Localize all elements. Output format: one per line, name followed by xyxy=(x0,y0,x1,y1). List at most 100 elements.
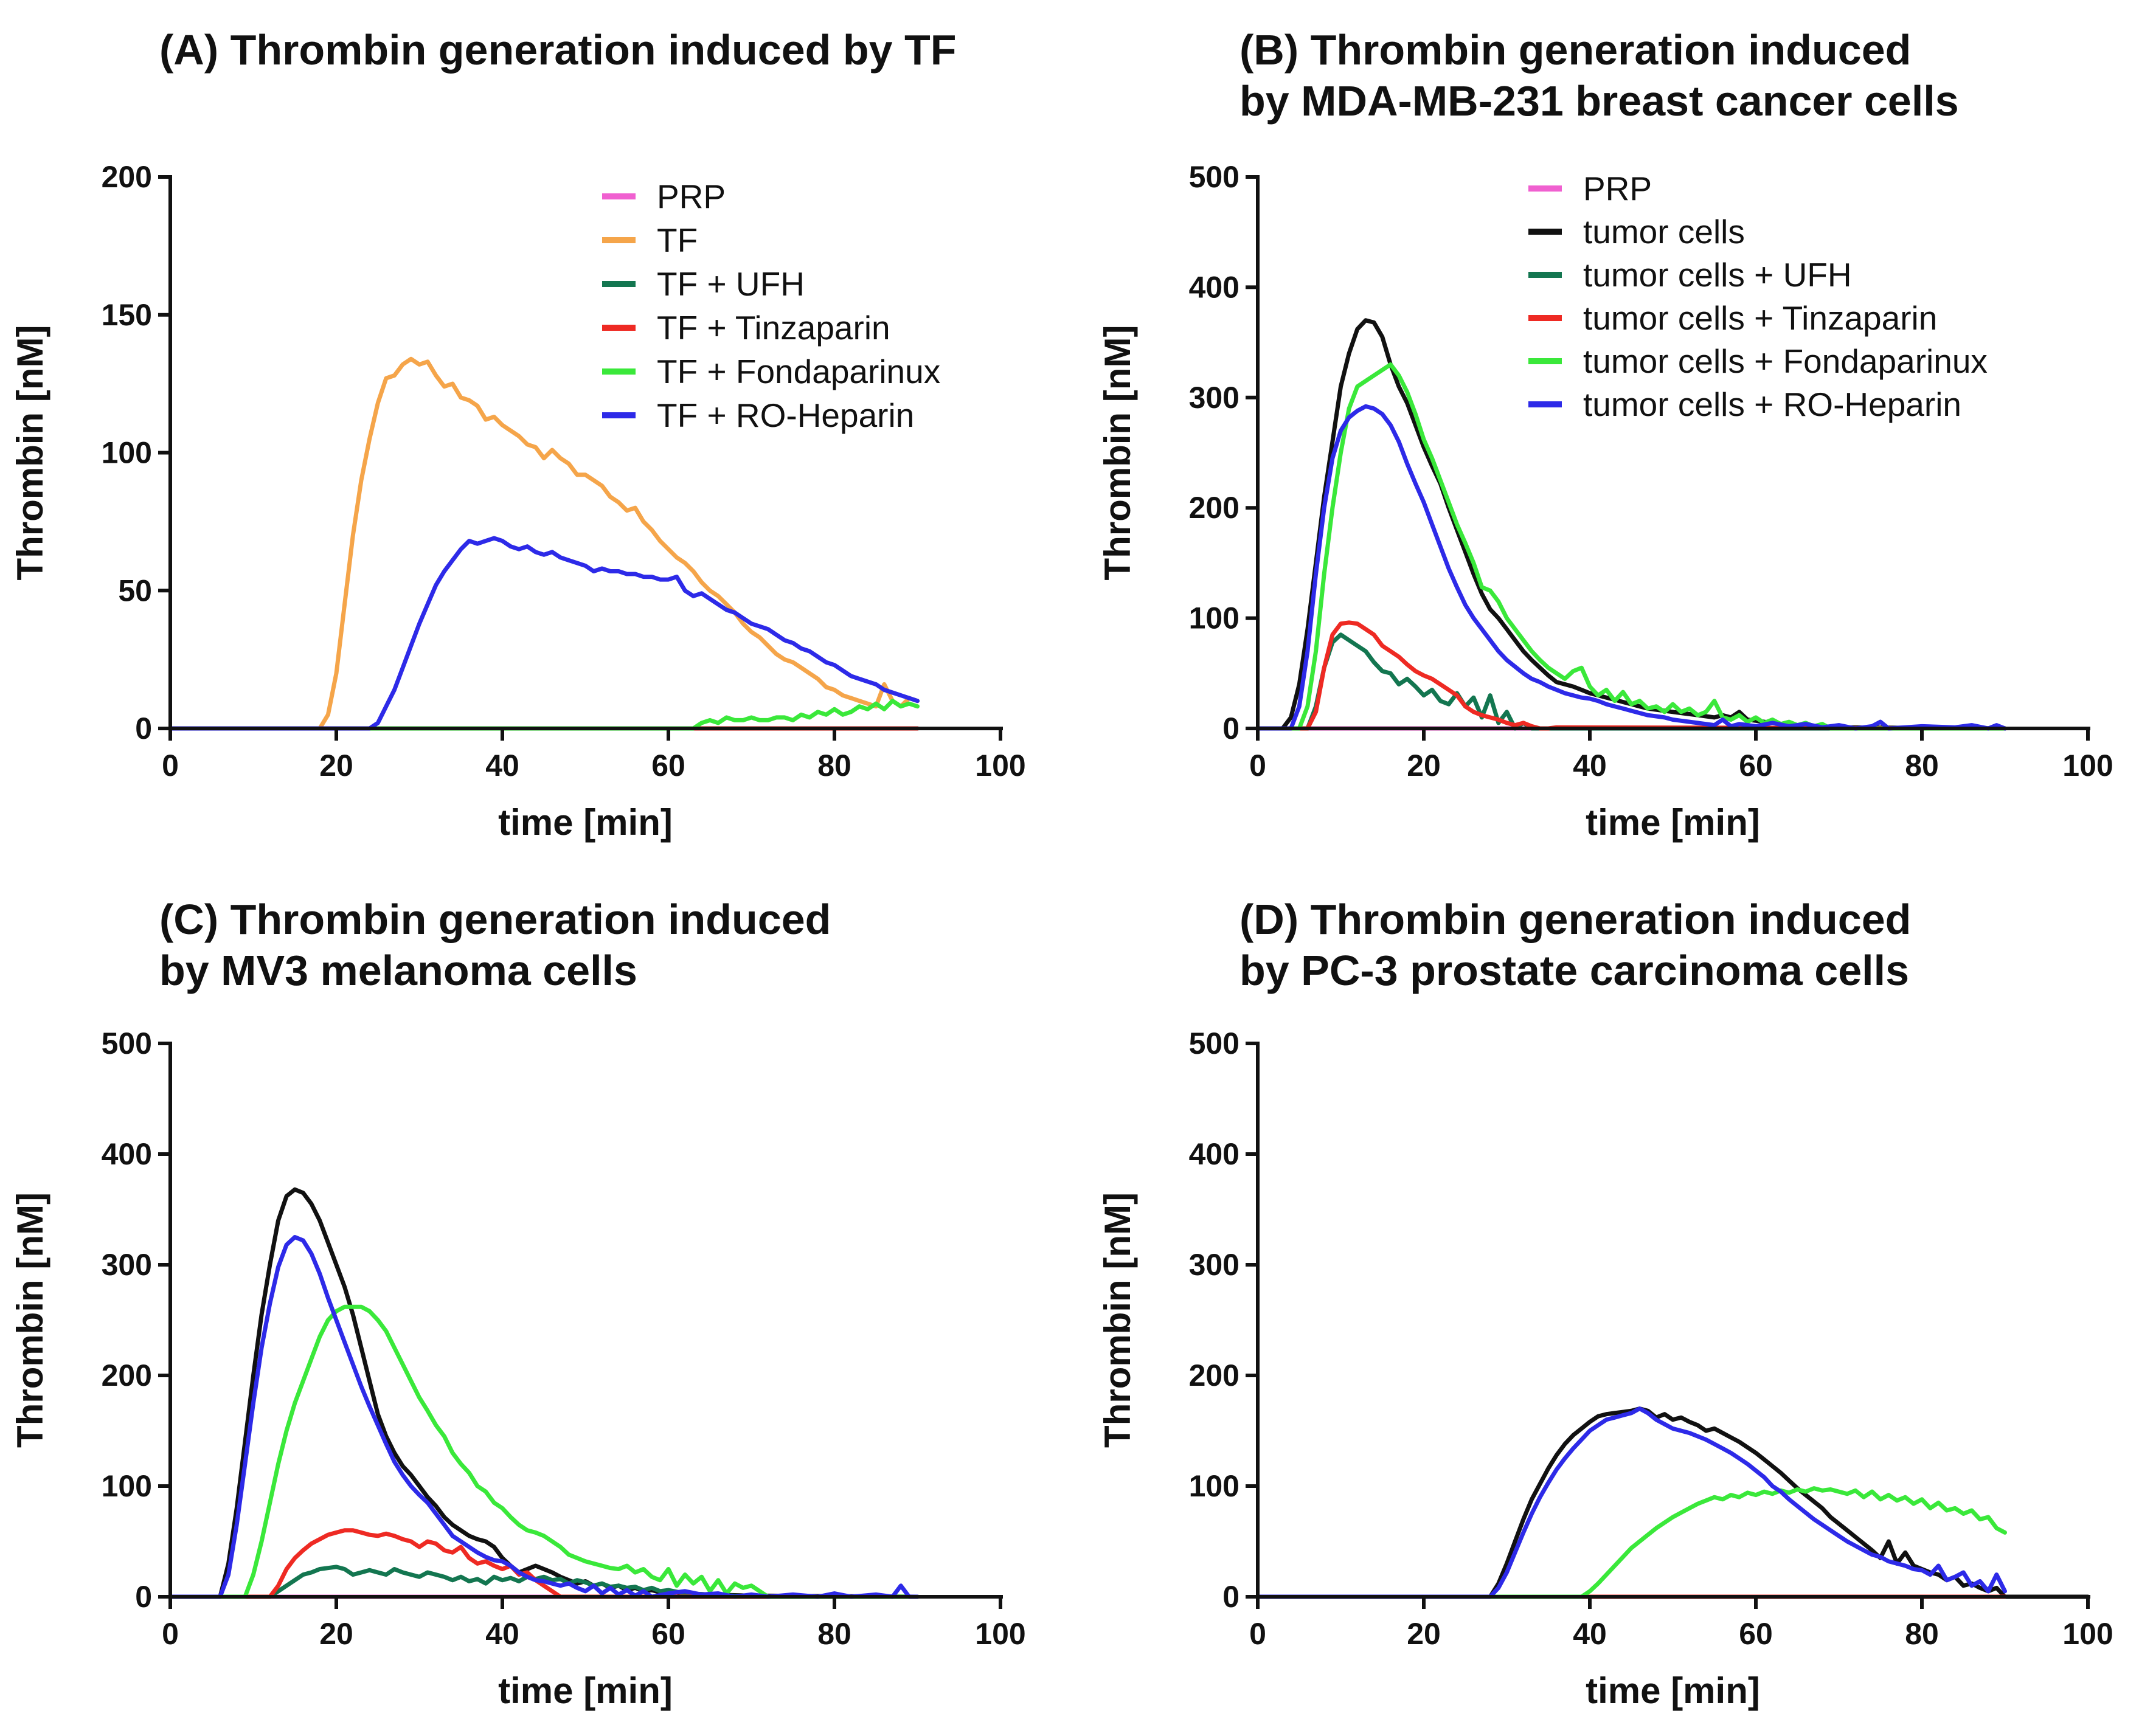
panel-c-plot: 0 20 40 60 80 100 0 100 200 300 400 500 time [min] Th… xyxy=(10,1026,1026,1711)
panel-b: (B) Thrombin generation induced by MDA-M… xyxy=(1069,0,2139,870)
panel-c-x-tick-label: 20 xyxy=(319,1617,353,1651)
panel-b-legend-label: tumor cells + Tinzaparin xyxy=(1583,299,1937,337)
panel-c-title-line-1: (C) Thrombin generation induced xyxy=(159,896,831,943)
panel-b-x-tick-label: 80 xyxy=(1905,749,1939,783)
panel-a-series-tf xyxy=(168,356,920,731)
panel-a-series-tf-ro-heparin xyxy=(168,536,920,731)
panel-a-y-tick-label: 0 xyxy=(135,711,152,745)
panel-d-x-tick-label: 40 xyxy=(1573,1617,1607,1651)
panel-b-series-tumor-cells-ufh xyxy=(1255,632,2007,731)
panel-d-y-tick-label: 300 xyxy=(1189,1248,1239,1282)
panel-b-y-tick-label: 0 xyxy=(1222,711,1239,745)
panel-a-x-tick-label: 0 xyxy=(162,749,179,783)
panel-b-y-axis-title: Thrombin [nM] xyxy=(1097,325,1138,581)
panel-b-x-tick-label: 40 xyxy=(1573,749,1607,783)
panel-d-x-tick-label: 100 xyxy=(2062,1617,2113,1651)
panel-c-y-tick-label: 100 xyxy=(102,1469,152,1503)
panel-c-x-tick-label: 60 xyxy=(651,1617,685,1651)
panel-d-title: (D) Thrombin generation induced by PC-3 … xyxy=(1239,894,1911,996)
panel-b-series-tumor-cells-fondaparinux xyxy=(1255,362,2007,731)
panel-d-series-tumor-cells-ro-heparin xyxy=(1255,1406,2007,1599)
panel-c-y-tick-label: 0 xyxy=(135,1580,152,1614)
panel-b-series-tumor-cells xyxy=(1255,318,2007,731)
panel-c-series-tumor-cells-fondaparinux xyxy=(168,1304,920,1599)
panel-a: (A) Thrombin generation induced by TF 0 2… xyxy=(0,0,1069,870)
panel-a-series-tf-fondaparinux xyxy=(168,699,920,731)
panel-b-series-tumor-cells-ro-heparin xyxy=(1255,404,2007,731)
panel-c-series-tumor-cells-ro-heparin xyxy=(168,1235,920,1599)
panel-d-y-tick-label: 200 xyxy=(1189,1358,1239,1392)
panel-c-x-axis-title: time [min] xyxy=(498,1670,673,1711)
panel-b-title-line-2: by MDA-MB-231 breast cancer cells xyxy=(1239,77,1959,125)
panel-a-title: (A) Thrombin generation induced by TF xyxy=(159,24,957,75)
panel-c-y-axis-title: Thrombin [nM] xyxy=(10,1192,50,1448)
panel-b-x-axis-title: time [min] xyxy=(1586,802,1760,843)
panel-a-legend-label: TF + Tinzaparin xyxy=(657,309,890,347)
panel-c-series-tumor-cells-ufh xyxy=(168,1565,920,1599)
panel-b-y-tick-label: 100 xyxy=(1189,601,1239,635)
panel-a-y-tick-label: 200 xyxy=(102,160,152,194)
panel-b-y-tick-label: 400 xyxy=(1189,270,1239,304)
panel-c-y-tick-label: 400 xyxy=(102,1137,152,1171)
panel-d-y-tick-label: 500 xyxy=(1189,1026,1239,1060)
panel-a-y-tick-label: 100 xyxy=(102,436,152,470)
panel-c-x-tick-label: 80 xyxy=(817,1617,851,1651)
panel-b-title-line-1: (B) Thrombin generation induced xyxy=(1239,26,1912,74)
panel-b-legend-label: tumor cells xyxy=(1583,213,1745,251)
panel-c-x-tick-label: 40 xyxy=(485,1617,519,1651)
panel-a-legend-label: TF + UFH xyxy=(657,265,805,303)
panel-a-x-axis-title: time [min] xyxy=(498,802,673,843)
panel-b-x-tick-label: 100 xyxy=(2062,749,2113,783)
panel-d-x-tick-label: 20 xyxy=(1407,1617,1441,1651)
panel-c-x-tick-label: 100 xyxy=(975,1617,1025,1651)
panel-a-legend-label: TF + RO-Heparin xyxy=(657,396,914,434)
panel-c-x-tick-label: 0 xyxy=(162,1617,179,1651)
panel-a-x-tick-label: 60 xyxy=(651,749,685,783)
panel-b-title: (B) Thrombin generation induced by MDA-M… xyxy=(1239,24,1959,126)
panel-d-x-tick-label: 60 xyxy=(1739,1617,1773,1651)
panel-b-legend-label: PRP xyxy=(1583,170,1652,207)
panel-b-y-tick-label: 200 xyxy=(1189,491,1239,525)
panel-b-y-tick-label: 300 xyxy=(1189,381,1239,415)
panel-b-x-tick-label: 60 xyxy=(1739,749,1773,783)
panel-b-legend-label: tumor cells + RO-Heparin xyxy=(1583,386,1961,423)
panel-c-y-tick-label: 300 xyxy=(102,1248,152,1282)
panel-a-x-tick-label: 100 xyxy=(975,749,1025,783)
panel-a-y-tick-label: 150 xyxy=(102,298,152,332)
panel-b-x-tick-label: 20 xyxy=(1407,749,1441,783)
panel-d-y-tick-label: 100 xyxy=(1189,1469,1239,1503)
panel-a-legend-label: TF xyxy=(657,221,698,259)
panel-b-x-tick-label: 0 xyxy=(1249,749,1266,783)
panel-a-plot: 0 20 40 60 80 100 0 50 100 150 200 time [min] Thromb… xyxy=(10,160,1026,843)
panel-b-legend-label: tumor cells + UFH xyxy=(1583,256,1852,294)
panel-d-y-tick-label: 0 xyxy=(1222,1580,1239,1614)
panel-d-y-tick-label: 400 xyxy=(1189,1137,1239,1171)
panel-a-x-tick-label: 40 xyxy=(485,749,519,783)
panel-a-y-tick-label: 50 xyxy=(118,573,152,607)
panel-b-y-tick-label: 500 xyxy=(1189,160,1239,194)
panel-b-plot: 0 20 40 60 80 100 0 100 200 300 400 500 time [min] Th… xyxy=(1097,160,2113,843)
panel-c-title: (C) Thrombin generation induced by MV3 m… xyxy=(159,894,831,996)
panel-c-y-tick-label: 500 xyxy=(102,1026,152,1060)
panel-d-x-axis-title: time [min] xyxy=(1586,1670,1760,1711)
panel-b-series-tumor-cells-tinzaparin xyxy=(1255,620,2007,731)
panel-d-x-tick-label: 80 xyxy=(1905,1617,1939,1651)
panel-a-title-line-1: (A) Thrombin generation induced by TF xyxy=(159,26,957,74)
panel-a-legend-label: PRP xyxy=(657,178,726,215)
panel-d-x-tick-label: 0 xyxy=(1249,1617,1266,1651)
panel-d: (D) Thrombin generation induced by PC-3 … xyxy=(1069,870,2139,1736)
panel-d-title-line-2: by PC-3 prostate carcinoma cells xyxy=(1239,947,1909,994)
panel-c-y-tick-label: 200 xyxy=(102,1358,152,1392)
panel-c: (C) Thrombin generation induced by MV3 m… xyxy=(0,870,1069,1736)
panel-d-plot: 0 20 40 60 80 100 0 100 200 300 400 500 time [min] Th… xyxy=(1097,1026,2113,1711)
panel-d-series-tumor-cells-fondaparinux xyxy=(1255,1486,2007,1599)
panel-d-series-tumor-cells xyxy=(1255,1406,2090,1599)
panel-a-y-axis-title: Thrombin [nM] xyxy=(10,325,50,581)
panel-a-legend-label: TF + Fondaparinux xyxy=(657,353,940,390)
panel-a-x-tick-label: 80 xyxy=(817,749,851,783)
panel-c-title-line-2: by MV3 melanoma cells xyxy=(159,947,637,994)
panel-d-y-axis-title: Thrombin [nM] xyxy=(1097,1192,1138,1448)
panel-b-legend-label: tumor cells + Fondaparinux xyxy=(1583,342,1988,380)
panel-d-title-line-1: (D) Thrombin generation induced xyxy=(1239,896,1912,943)
